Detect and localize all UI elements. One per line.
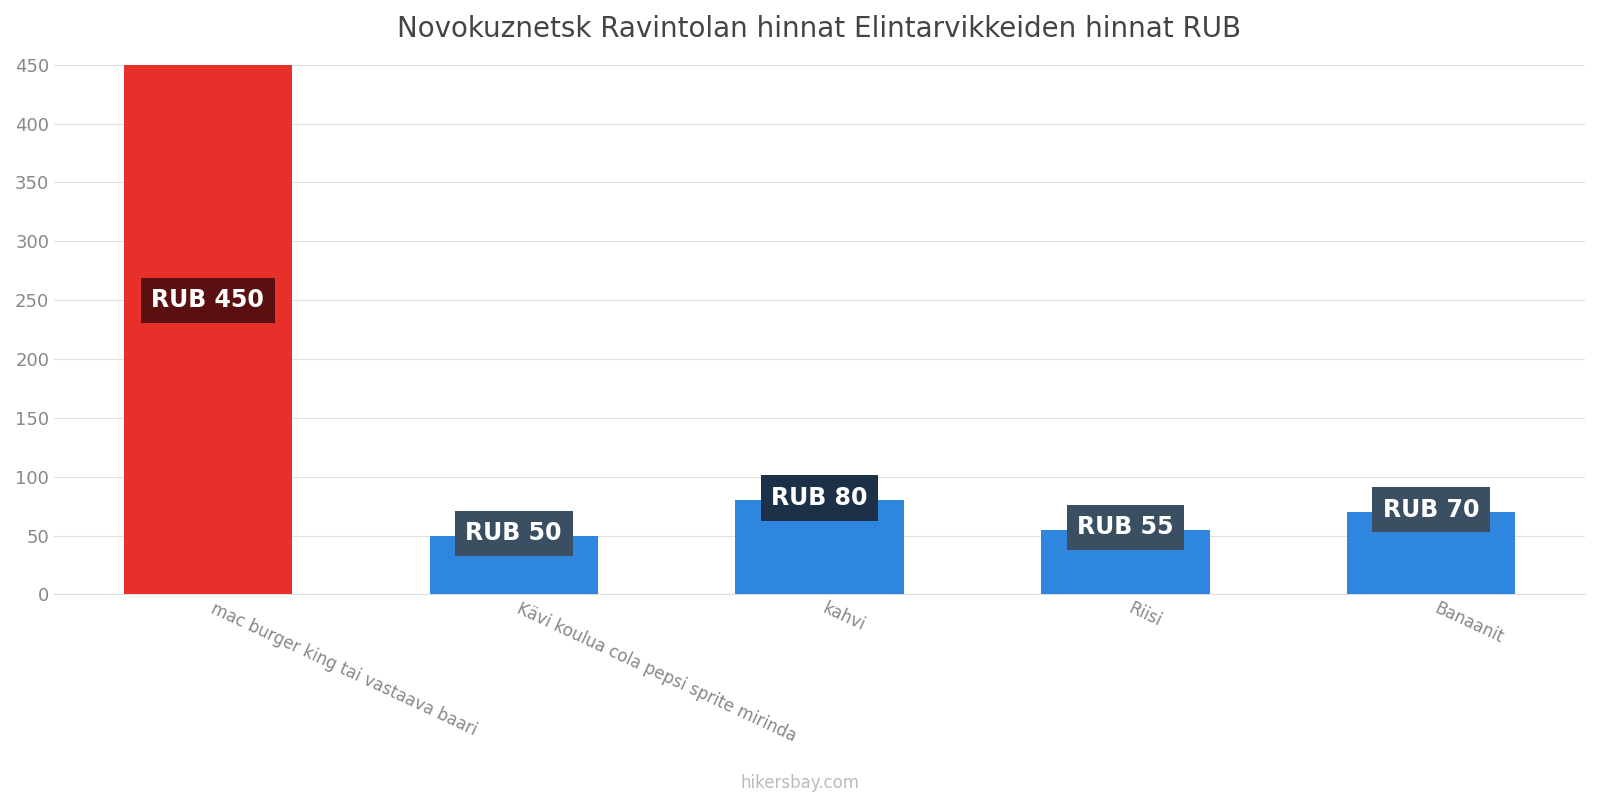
Title: Novokuznetsk Ravintolan hinnat Elintarvikkeiden hinnat RUB: Novokuznetsk Ravintolan hinnat Elintarvi… bbox=[397, 15, 1242, 43]
Bar bbox=[123, 65, 291, 594]
Text: RUB 50: RUB 50 bbox=[466, 522, 562, 546]
Bar bbox=[429, 535, 598, 594]
Text: RUB 55: RUB 55 bbox=[1077, 515, 1174, 539]
Text: hikersbay.com: hikersbay.com bbox=[741, 774, 859, 792]
Bar bbox=[736, 500, 904, 594]
Bar bbox=[1042, 530, 1210, 594]
Bar bbox=[1347, 512, 1515, 594]
Text: RUB 80: RUB 80 bbox=[771, 486, 867, 510]
Text: RUB 450: RUB 450 bbox=[152, 289, 264, 313]
Text: RUB 70: RUB 70 bbox=[1382, 498, 1480, 522]
